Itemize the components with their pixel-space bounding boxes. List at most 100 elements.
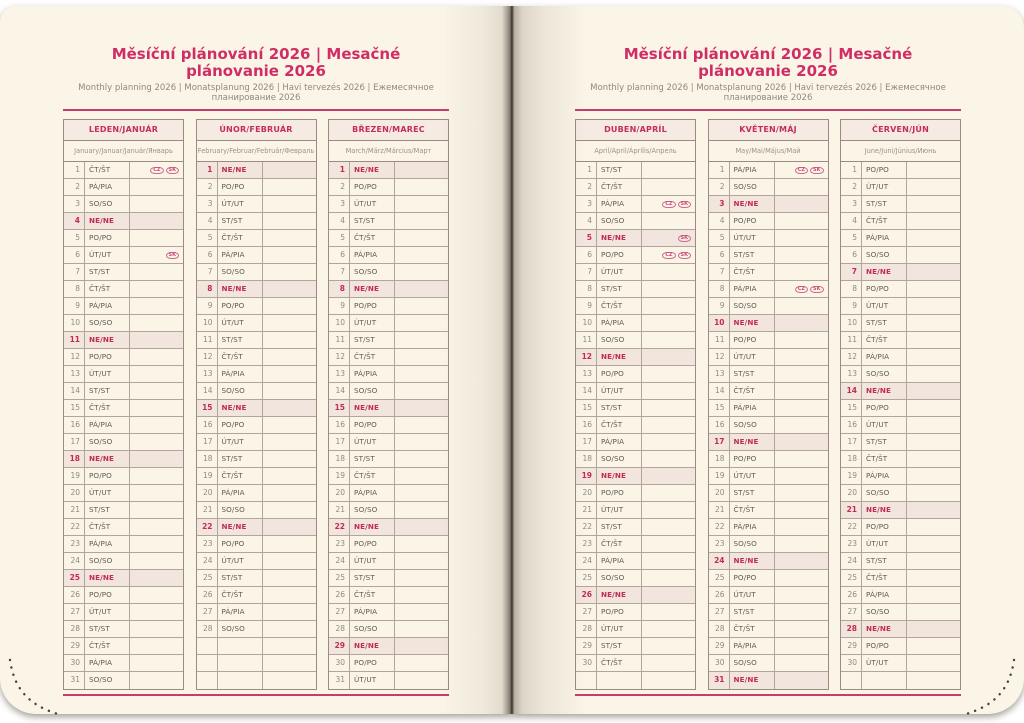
day-weekday: SO/SO [85,315,130,331]
month-subtitle: March/März/Március/Март [329,141,448,162]
notes-cell: SK [130,247,183,263]
day-weekday: ST/ST [730,604,775,620]
notes-cell [263,179,316,195]
day-weekday: NE/NE [85,213,130,229]
notes-cell [907,536,960,552]
notes-cell [775,383,828,399]
notes-cell [130,179,183,195]
notes-cell [775,553,828,569]
day-weekday: PÁ/PIA [85,298,130,314]
day-row: 5 ČT/ŠT [329,230,448,247]
day-weekday: SO/SO [85,672,130,689]
day-number: 20 [197,485,218,501]
day-weekday: ČT/ŠT [862,570,907,586]
day-row: 17 SO/SO [64,434,183,451]
notes-cell [395,315,448,331]
day-row: 6 ST/ST [708,247,828,264]
day-number: 26 [709,587,730,603]
day-row: 12 NE/NE [576,349,695,366]
day-number: 30 [329,655,350,671]
notes-cell [907,655,960,671]
day-weekday: NE/NE [597,349,642,365]
day-weekday: PÁ/PIA [350,366,395,382]
day-number: 29 [576,638,597,654]
day-weekday: PÁ/PIA [730,281,775,297]
day-number: 30 [64,655,85,671]
notes-cell [775,417,828,433]
day-row: 30 PO/PO [329,655,448,672]
day-weekday: PÁ/PIA [350,604,395,620]
day-weekday: PO/PO [85,349,130,365]
day-number-empty [197,655,218,671]
day-weekday: SO/SO [862,604,907,620]
day-weekday: ČT/ŠT [597,179,642,195]
day-number: 29 [329,638,350,654]
notes-cell [775,621,828,637]
day-row: 30 ÚT/UT [841,655,960,672]
day-number: 10 [329,315,350,331]
day-weekday: PÁ/PIA [218,485,263,501]
day-row: 14 ST/ST [64,383,183,400]
day-weekday: ČT/ŠT [862,332,907,348]
day-row: 11 ST/ST [329,332,448,349]
day-number: 20 [64,485,85,501]
notes-cell [642,383,695,399]
day-weekday: SO/SO [730,298,775,314]
day-weekday: SO/SO [350,383,395,399]
day-weekday: NE/NE [350,162,395,178]
day-number: 5 [64,230,85,246]
day-number: 27 [576,604,597,620]
day-weekday: ÚT/UT [350,672,395,689]
day-row: 24 ST/ST [841,553,960,570]
day-number: 17 [709,434,730,450]
day-weekday: SO/SO [597,213,642,229]
notes-cell [395,332,448,348]
day-row: 9 PO/PO [329,298,448,315]
day-row: 22 NE/NE [329,519,448,536]
notes-cell: CZ SK [775,162,828,178]
day-number: 20 [841,485,862,501]
notes-cell [907,196,960,212]
day-number: 29 [841,638,862,654]
notes-cell [395,230,448,246]
day-weekday: ČT/ŠT [350,230,395,246]
day-weekday: ÚT/UT [350,196,395,212]
day-row: 23 ČT/ŠT [576,536,695,553]
day-number: 20 [709,485,730,501]
day-row: 17 ÚT/UT [329,434,448,451]
page-subtitle: Monthly planning 2026 | Monatsplanung 20… [590,83,946,103]
day-row: 15 ST/ST [576,400,695,417]
day-weekday: PÁ/PIA [85,536,130,552]
day-number: 15 [709,400,730,416]
day-row: 11 PO/PO [708,332,828,349]
day-number: 13 [841,366,862,382]
notes-cell [642,264,695,280]
day-row: 7 SO/SO [196,264,316,281]
day-weekday: ST/ST [597,519,642,535]
day-weekday: SO/SO [730,417,775,433]
day-row: 14 ČT/ŠT [708,383,828,400]
day-number: 18 [576,451,597,467]
day-row: 31 NE/NE [708,672,828,689]
day-number: 9 [576,298,597,314]
day-number: 23 [576,536,597,552]
day-weekday: ÚT/UT [85,604,130,620]
day-weekday: ÚT/UT [218,434,263,450]
day-weekday: PO/PO [862,400,907,416]
day-number: 19 [841,468,862,484]
day-row: 10 SO/SO [64,315,183,332]
day-number: 19 [709,468,730,484]
holiday-badge-sk: SK [677,200,691,208]
day-number: 6 [841,247,862,263]
day-number: 18 [329,451,350,467]
notes-cell [263,553,316,569]
day-weekday: PO/PO [862,281,907,297]
day-number: 13 [64,366,85,382]
day-number: 6 [329,247,350,263]
notes-cell [642,672,695,689]
notes-cell [395,349,448,365]
day-row: 4 PO/PO [708,213,828,230]
day-weekday: ST/ST [597,162,642,178]
day-weekday: ST/ST [597,638,642,654]
